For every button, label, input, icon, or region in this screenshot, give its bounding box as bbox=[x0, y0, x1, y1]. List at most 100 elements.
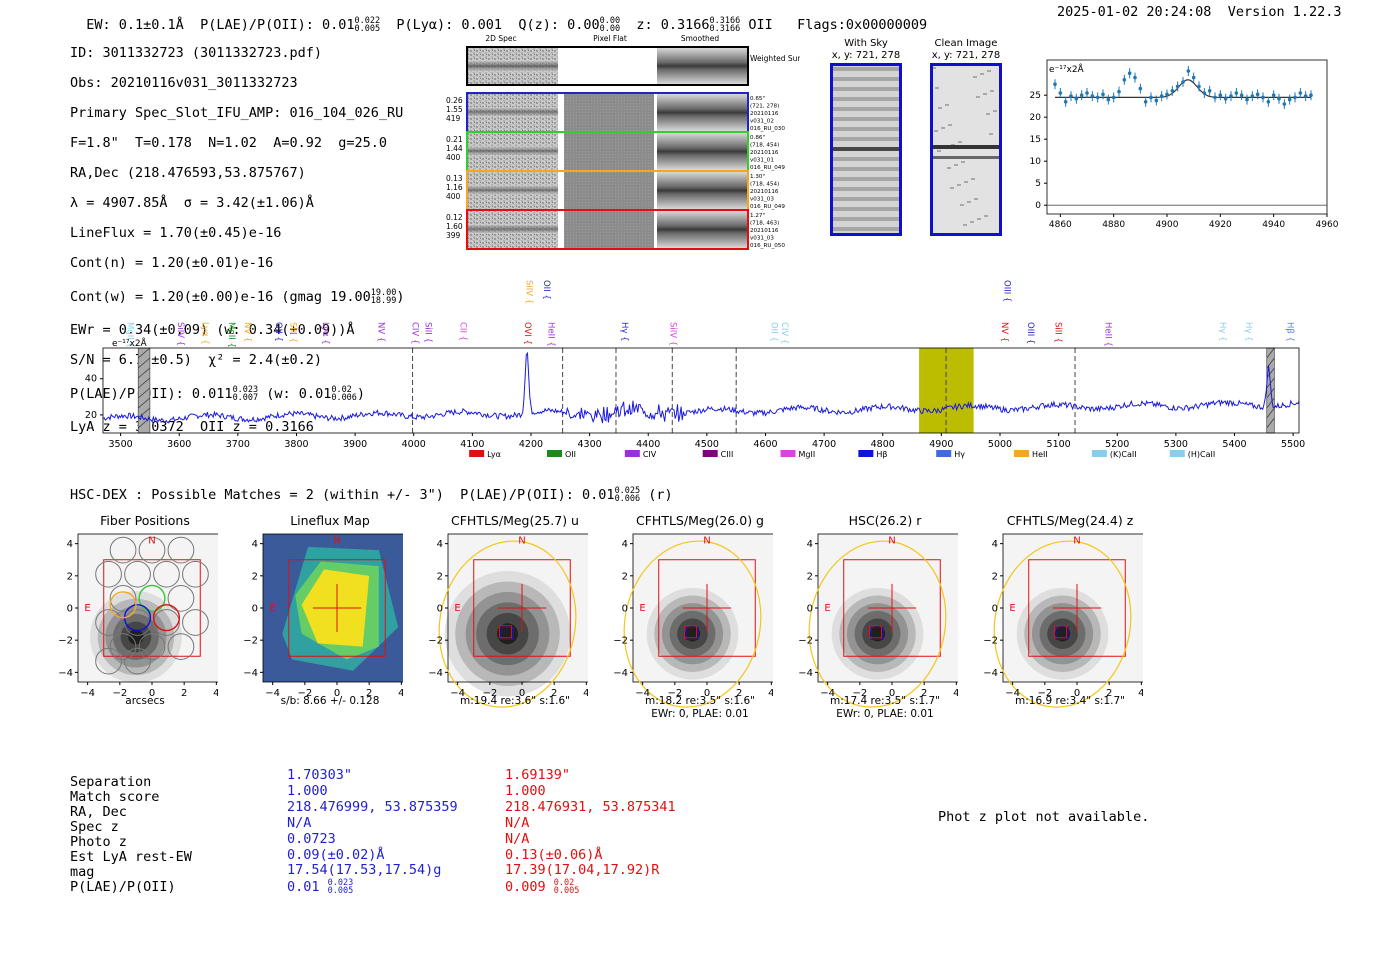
stamp-caption: m:17.4 re:3.5" s:1.7" bbox=[830, 695, 940, 707]
stamp-x-tick: 2 bbox=[1106, 688, 1112, 699]
with-sky-image bbox=[830, 63, 902, 236]
stamp-x-tick: −2 bbox=[852, 688, 867, 699]
table-cell: 1.69139" bbox=[505, 767, 571, 783]
stamp-x-tick: 2 bbox=[181, 688, 187, 699]
stamp-x-tick: −4 bbox=[265, 688, 280, 699]
cutout-left-text: 399 bbox=[446, 231, 461, 240]
info-contw: Cont(w) = 1.20(±0.00)e-16 (gmag 19.00 bbox=[70, 289, 371, 305]
stamp-plot: N E −4 −2 0 2 4 4 2 0 −2 −4 bbox=[983, 533, 1143, 708]
stamp-x-tick: −4 bbox=[450, 688, 465, 699]
info-primary: Primary Spec_Slot_IFU_AMP: 016_104_026_R… bbox=[70, 105, 404, 121]
table-cell: 17.54(17.53,17.54)g bbox=[287, 862, 442, 879]
stamp-x-tick: 4 bbox=[583, 688, 588, 699]
table-cell: 0.009 0.02 0.005 bbox=[505, 878, 580, 897]
east-label: E bbox=[824, 603, 830, 614]
zoom-point bbox=[1106, 97, 1111, 102]
zoom-point bbox=[1095, 95, 1100, 100]
stamp-x-tick: −2 bbox=[297, 688, 312, 699]
stamp-y-tick: −2 bbox=[613, 636, 628, 647]
spectral-line-label: OII { bbox=[273, 322, 283, 342]
stamp-plot: N E −4 −2 0 2 4 4 2 0 −2 −4 bbox=[58, 533, 218, 699]
spectrum-x-tick: 4200 bbox=[519, 439, 543, 450]
zoom-point bbox=[1202, 91, 1207, 95]
cutout-left-text: 1.55 bbox=[446, 105, 463, 114]
spectrum-y-tick: 40 bbox=[85, 374, 97, 385]
fiber-circle bbox=[138, 633, 166, 660]
table-cell: N/A bbox=[505, 814, 530, 831]
zoom-y-tick: 10 bbox=[1030, 157, 1042, 167]
weighted-sum-cutout bbox=[466, 46, 749, 86]
clean-title-text: Clean Image bbox=[934, 38, 998, 49]
zoom-point bbox=[1069, 94, 1073, 98]
spectral-line-label: MgII { bbox=[125, 322, 135, 348]
legend-swatch bbox=[1014, 450, 1030, 457]
stamp-y-tick: 2 bbox=[67, 571, 73, 582]
spectral-line-label: OIII { bbox=[1002, 280, 1012, 302]
zoom-point bbox=[1234, 91, 1239, 95]
header-z-lo: 0.3166 bbox=[709, 24, 741, 34]
cutout-right-text: (718, 463) bbox=[750, 221, 779, 227]
stamp-y-tick: −2 bbox=[428, 636, 443, 647]
stamp-plot: N E −4 −2 0 2 4 4 2 0 −2 −4 bbox=[243, 533, 403, 699]
zoom-point bbox=[1074, 96, 1079, 101]
spectral-line-label: Hγ { bbox=[1243, 322, 1253, 342]
cutout-right-text: 0.65" bbox=[750, 96, 765, 102]
spectrum-unit-label: e⁻¹⁷x2Å bbox=[112, 337, 148, 349]
spectral-line-label: SiII { bbox=[288, 322, 298, 343]
stamp-x-tick: 2 bbox=[736, 688, 742, 699]
fiber-circle bbox=[109, 536, 137, 564]
spectral-line-label: OII { bbox=[541, 280, 551, 300]
spectral-line-label: SiII { bbox=[1053, 322, 1063, 343]
table-cell: 0.09(±0.02)Å bbox=[287, 846, 385, 863]
zoom-x-tick: 4880 bbox=[1102, 220, 1125, 230]
search-box bbox=[473, 559, 571, 657]
zoom-point bbox=[1303, 94, 1308, 98]
header-qz-lo: 0.00 bbox=[599, 24, 621, 34]
aperture-ellipse bbox=[623, 540, 762, 708]
zoom-point bbox=[1165, 92, 1169, 97]
table-cell: N/A bbox=[287, 814, 312, 831]
stamp-y-tick: −2 bbox=[798, 636, 813, 647]
zoom-point bbox=[1277, 96, 1281, 101]
stamp-caption-2: EWr: 0, PLAE: 0.01 bbox=[651, 708, 749, 720]
search-box bbox=[658, 559, 756, 657]
spectral-line-label: OII { bbox=[768, 322, 778, 342]
zoom-point bbox=[1159, 94, 1164, 98]
fiber-circle bbox=[138, 536, 166, 564]
stamp-x-tick: −4 bbox=[1005, 688, 1020, 699]
stamp-x-tick: 2 bbox=[366, 688, 372, 699]
spectral-line-label: HeII { bbox=[546, 322, 556, 347]
table-col2: 1.69139" 1.000 218.476931, 53.875341 N/A N/A… bbox=[505, 767, 676, 897]
spectrum-x-tick: 4000 bbox=[402, 439, 426, 450]
aperture-ellipse bbox=[993, 540, 1132, 708]
zoom-point bbox=[1175, 84, 1180, 89]
spectral-line-label: SiII { bbox=[422, 322, 432, 343]
north-label: N bbox=[518, 536, 525, 547]
cutout-left-text: 0.21 bbox=[446, 135, 463, 144]
stamp-x-tick: 4 bbox=[953, 688, 958, 699]
info-contw-hi: 19.00 bbox=[370, 288, 397, 298]
zoom-x-tick: 4860 bbox=[1049, 220, 1072, 230]
stamp-caption: arcsecs bbox=[125, 695, 165, 707]
zoom-point bbox=[1191, 75, 1196, 80]
fiber-circle bbox=[182, 609, 209, 636]
photz-note: Phot z plot not available. bbox=[938, 809, 1150, 825]
stamp-caption: m:16.9 re:3.4" s:1.7" bbox=[1015, 695, 1125, 707]
zoom-point bbox=[1309, 93, 1313, 97]
info-obs: Obs: 20210116v031_3011332723 bbox=[70, 75, 298, 91]
stamp-title: CFHTLS/Meg(25.7) u bbox=[451, 513, 579, 528]
stamp-plot: N E −4 −2 0 2 4 4 2 0 −2 −4 bbox=[613, 533, 773, 708]
fiber-circle bbox=[167, 536, 195, 564]
spectrum-x-tick: 4500 bbox=[695, 439, 719, 450]
cutout-right-text: 016_RU_030 bbox=[750, 126, 785, 132]
hsc-title-row: HSC-DEX : Possible Matches = 2 (within +… bbox=[70, 487, 673, 504]
stamp-x-tick: 0 bbox=[1074, 688, 1080, 699]
table-label: Spec z bbox=[70, 819, 119, 835]
spectral-line-label: HeII { bbox=[1103, 322, 1113, 347]
stamp-y-tick: 2 bbox=[437, 571, 443, 582]
cutout-right-text: 20210116 bbox=[750, 228, 779, 234]
stamp-x-tick: −2 bbox=[112, 688, 127, 699]
spectrum-x-tick: 3500 bbox=[108, 439, 132, 450]
